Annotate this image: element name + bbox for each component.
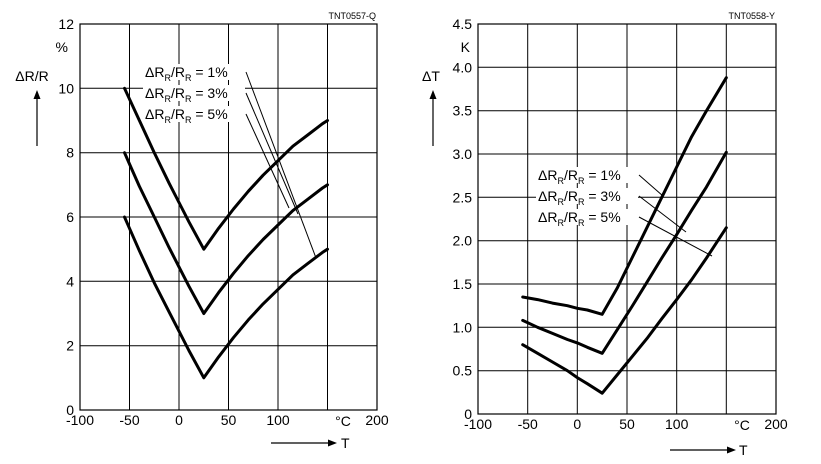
- y-tick-label: 3.5: [453, 103, 473, 119]
- figure-reference-code: TNT0558-Y: [728, 11, 775, 21]
- y-tick-label: 0: [464, 406, 472, 422]
- chart-temperature-rise: -100 -50 0 50 100 200 0 0.5 1.0 1.5 2.0 2.5 3.0 3.5 4.…: [422, 11, 788, 458]
- y-tick-label: 0.5: [453, 363, 473, 379]
- legend: ΔRR/RR = 1% ΔRR/RR = 3% ΔRR/RR = 5%: [143, 64, 317, 259]
- y-tick-label: 4.5: [453, 16, 473, 32]
- legend-label: ΔRR/RR = 1%: [538, 167, 621, 186]
- x-axis-arrow-icon: [271, 439, 337, 447]
- figure-reference-code: TNT0557-Q: [328, 11, 376, 21]
- x-tick-label: 50: [221, 412, 237, 428]
- series-line: [521, 150, 728, 355]
- y-tick-label: 10: [58, 80, 74, 96]
- y-axis-arrow-icon: [33, 90, 41, 146]
- x-tick-label: -100: [464, 416, 492, 432]
- legend-label: ΔRR/RR = 1%: [145, 64, 228, 83]
- x-tick-label: 0: [175, 412, 183, 428]
- y-tick-label: 1.5: [453, 276, 473, 292]
- legend-background: [143, 106, 245, 122]
- y-axis-unit: K: [461, 39, 471, 55]
- y-tick-label: 2.0: [453, 233, 473, 249]
- y-tick-label: 8: [66, 145, 74, 161]
- y-axis-label: ΔR/R: [15, 68, 48, 84]
- x-axis-unit: °C: [734, 417, 750, 433]
- x-axis-unit: °C: [335, 413, 351, 429]
- series-line: [123, 215, 329, 380]
- y-axis-unit: %: [56, 39, 68, 55]
- legend-leader-line: [638, 174, 664, 197]
- series-group: [521, 76, 728, 395]
- x-tick-label: -50: [518, 416, 538, 432]
- legend-item: ΔRR/RR = 3%: [143, 85, 245, 104]
- legend-label: ΔRR/RR = 5%: [538, 209, 621, 228]
- y-tick-label: 0: [66, 402, 74, 418]
- y-tick-label: 6: [66, 209, 74, 225]
- legend-leader-line: [245, 71, 317, 259]
- x-tick-label: 0: [573, 416, 581, 432]
- y-axis-arrow-icon: [429, 90, 437, 146]
- x-tick-label: 50: [619, 416, 635, 432]
- legend-item: ΔRR/RR = 1%: [143, 64, 245, 83]
- x-tick-label: 200: [764, 416, 788, 432]
- x-axis-label: T: [341, 435, 350, 451]
- y-tick-label: 2: [66, 338, 74, 354]
- x-tick-label: -50: [119, 412, 139, 428]
- legend: ΔRR/RR = 1% ΔRR/RR = 3% ΔRR/RR = 5%: [536, 167, 713, 257]
- y-axis-label: ΔT: [422, 68, 440, 84]
- y-tick-label: 4.0: [453, 59, 473, 75]
- plot-frame: [477, 23, 777, 415]
- legend-item: ΔRR/RR = 1%: [536, 167, 638, 186]
- x-tick-label: 100: [266, 412, 290, 428]
- legend-background: [536, 188, 638, 204]
- legend-label: ΔRR/RR = 5%: [145, 106, 228, 125]
- legend-item: ΔRR/RR = 5%: [536, 209, 638, 228]
- series-line: [123, 86, 329, 251]
- x-axis-label: T: [739, 442, 748, 458]
- tick-labels: -100 -50 0 50 100 200 0 0.5 1.0 1.5 2.0 2.5 3.0 3.5 4.…: [453, 16, 788, 432]
- legend-leader-line: [245, 113, 290, 209]
- x-tick-label: 100: [665, 416, 689, 432]
- x-axis-arrow-icon: [670, 446, 736, 454]
- series-line: [123, 151, 329, 315]
- legend-label: ΔRR/RR = 3%: [145, 85, 228, 104]
- series-group: [123, 86, 329, 380]
- legend-item: ΔRR/RR = 5%: [143, 106, 245, 125]
- x-tick-label: 200: [365, 412, 389, 428]
- series-line: [521, 226, 728, 395]
- y-tick-label: 3.0: [453, 146, 473, 162]
- legend-label: ΔRR/RR = 3%: [538, 188, 621, 207]
- y-tick-label: 1.0: [453, 319, 473, 335]
- legend-background: [143, 64, 245, 80]
- legend-leader-line: [638, 216, 713, 257]
- tick-labels: -100 -50 0 50 100 200 0 2 4 6 8 10 12: [58, 16, 388, 428]
- series-line: [521, 76, 728, 316]
- y-tick-label: 4: [66, 273, 74, 289]
- legend-leader-line: [638, 195, 687, 233]
- legend-item: ΔRR/RR = 3%: [536, 188, 638, 207]
- y-tick-label: 2.5: [453, 189, 473, 205]
- legend-background: [536, 167, 638, 183]
- legend-background: [143, 85, 245, 101]
- legend-background: [536, 209, 638, 225]
- chart-resistance-change: -100 -50 0 50 100 200 0 2 4 6 8 10 12 TNT0557-Q % ΔR…: [15, 11, 389, 451]
- x-tick-label: -100: [66, 412, 94, 428]
- y-tick-label: 12: [58, 16, 74, 32]
- legend-leader-line: [245, 92, 299, 215]
- plot-frame: [79, 23, 378, 411]
